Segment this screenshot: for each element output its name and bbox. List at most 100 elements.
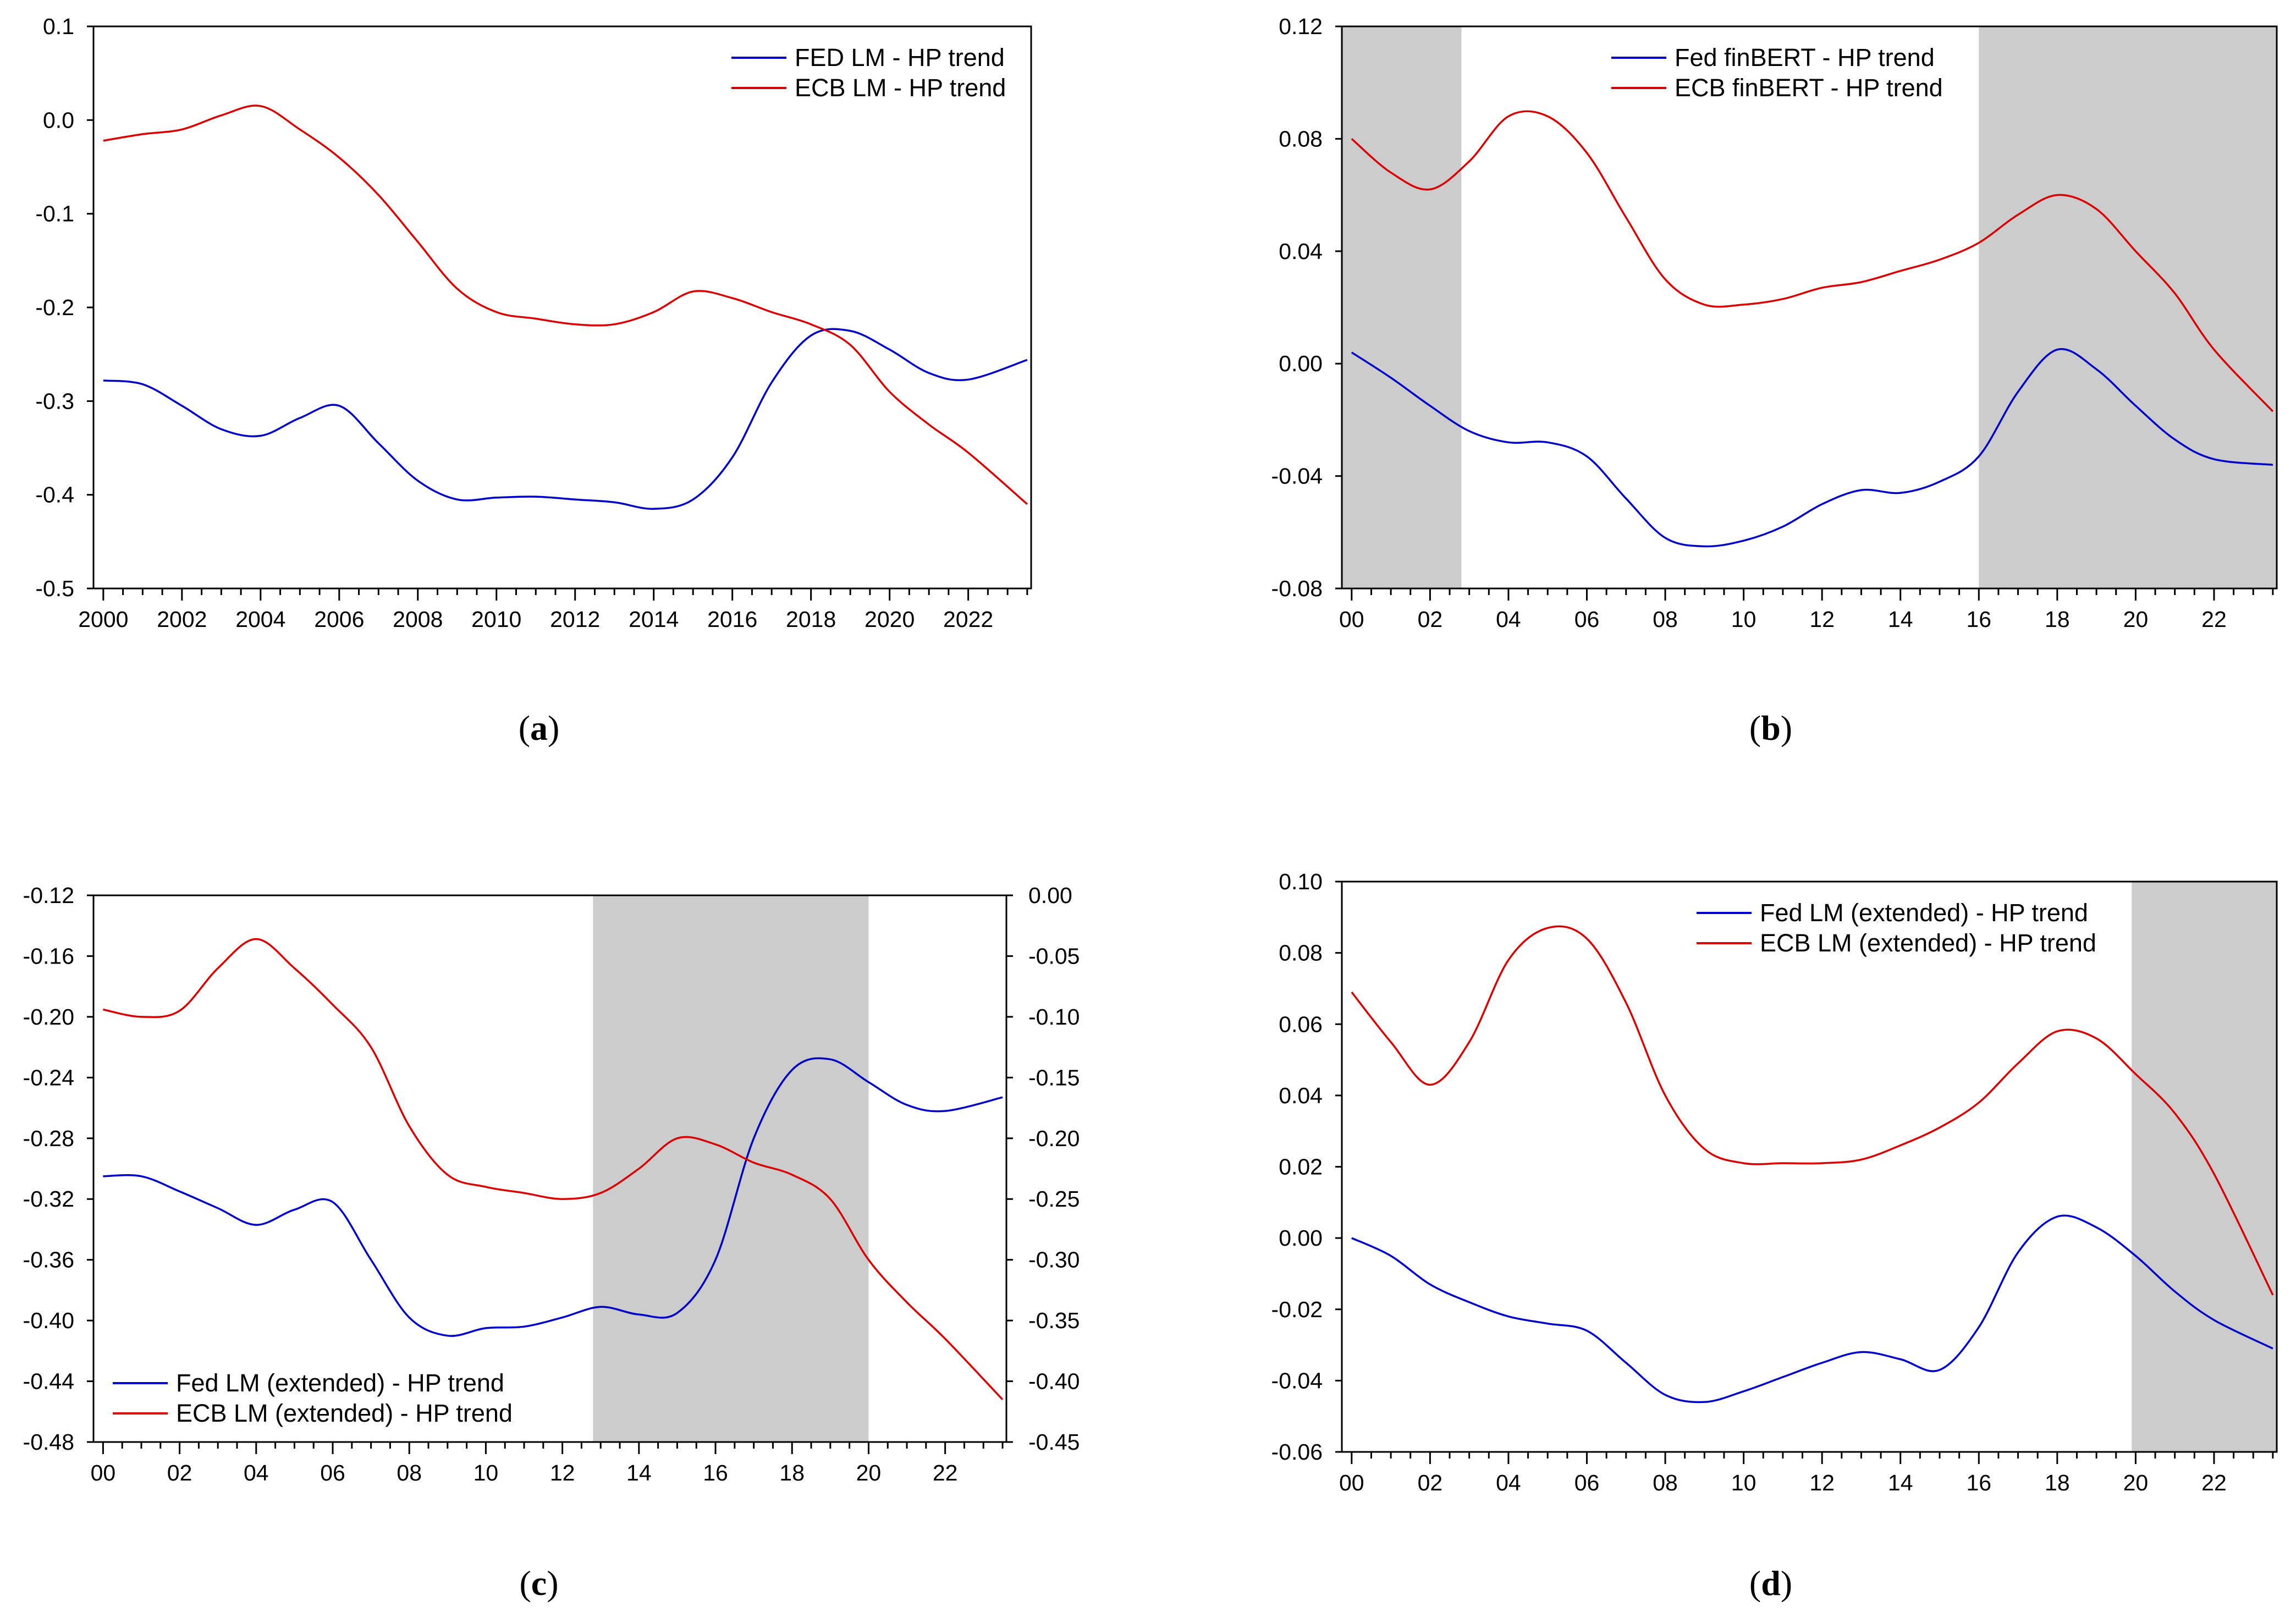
caption-paren: ) bbox=[1781, 708, 1792, 747]
shaded-period bbox=[1979, 26, 2277, 588]
x-tick-label: 10 bbox=[473, 1460, 499, 1485]
y-tick-label: 0.02 bbox=[1279, 1154, 1323, 1180]
y-tick-label: -0.4 bbox=[35, 482, 74, 508]
panel-caption: (b) bbox=[1749, 708, 1792, 747]
y-tick-label: -0.24 bbox=[23, 1065, 74, 1090]
chart-panel-d: 0.10 0.08 0.06 0.04 0.02 0.00 -0.02 -0.04 -0.06 0… bbox=[1271, 869, 2278, 1603]
chart-panel-c: -0.12 -0.16 -0.20 -0.24 -0.28 -0.32 -0.36 -0.40… bbox=[23, 883, 1080, 1603]
x-tick-label: 20 bbox=[856, 1460, 882, 1485]
x-tick-label: 2014 bbox=[629, 607, 679, 632]
y-tick-label: -0.2 bbox=[35, 295, 74, 320]
x-tick-label: 02 bbox=[1418, 1470, 1443, 1495]
y-tick-label: 0.0 bbox=[43, 107, 74, 133]
x-tick-label: 02 bbox=[1418, 607, 1443, 632]
legend-label: FED LM - HP trend bbox=[795, 43, 1005, 71]
x-tick-label: 2022 bbox=[943, 607, 993, 632]
x-tick-label: 18 bbox=[2045, 1470, 2070, 1495]
legend-label: ECB LM (extended) - HP trend bbox=[176, 1399, 513, 1427]
y-tick-label: -0.1 bbox=[35, 201, 74, 227]
y-tick-label: -0.16 bbox=[23, 943, 74, 968]
x-tick-label: 08 bbox=[1653, 607, 1678, 632]
series-line bbox=[1351, 925, 2274, 1296]
caption-paren: ( bbox=[1749, 1564, 1761, 1603]
x-tick-label: 16 bbox=[1966, 1470, 1991, 1495]
caption-paren: ( bbox=[519, 708, 530, 747]
series-line bbox=[1351, 348, 2273, 548]
x-tick-label: 2020 bbox=[865, 607, 915, 632]
y-tick-label: -0.40 bbox=[23, 1308, 74, 1333]
x-tick-label: 10 bbox=[1731, 607, 1757, 632]
x-tick-label: 06 bbox=[1574, 607, 1600, 632]
caption-letter: a bbox=[530, 708, 548, 747]
shaded-period bbox=[593, 895, 869, 1442]
x-tick-label: 00 bbox=[1339, 607, 1364, 632]
caption-letter: d bbox=[1761, 1564, 1781, 1603]
y-tick-label-right: -0.40 bbox=[1028, 1369, 1080, 1394]
plot-frame bbox=[1341, 25, 2278, 590]
caption-paren: ) bbox=[547, 1564, 558, 1603]
y-tick-label: -0.08 bbox=[1271, 576, 1323, 601]
y-tick-label: 0.06 bbox=[1279, 1011, 1323, 1037]
x-tick-label: 20 bbox=[2123, 607, 2149, 632]
legend-label: Fed LM (extended) - HP trend bbox=[176, 1369, 504, 1397]
series-line bbox=[103, 1057, 1003, 1337]
y-tick-label-right: 0.00 bbox=[1028, 883, 1072, 908]
plot-frame bbox=[92, 894, 1007, 1443]
shaded-period bbox=[1342, 26, 1462, 588]
x-tick-label: 04 bbox=[244, 1460, 269, 1485]
y-tick-label: -0.04 bbox=[1271, 1368, 1323, 1393]
series-line bbox=[1351, 1214, 2273, 1404]
x-tick-label: 16 bbox=[1966, 607, 1991, 632]
x-tick-label: 20 bbox=[2123, 1470, 2149, 1495]
legend-label: ECB LM (extended) - HP trend bbox=[1760, 929, 2096, 957]
x-tick-label: 2008 bbox=[393, 607, 443, 632]
x-tick-label: 18 bbox=[2045, 607, 2070, 632]
y-tick-label: -0.48 bbox=[23, 1429, 74, 1455]
series-line bbox=[103, 104, 1028, 505]
x-tick-label: 22 bbox=[2201, 1470, 2227, 1495]
y-tick-label-right: -0.35 bbox=[1028, 1308, 1080, 1333]
y-tick-label: 0.00 bbox=[1279, 1225, 1323, 1251]
y-tick-label: -0.20 bbox=[23, 1004, 74, 1030]
series-line bbox=[1351, 110, 2274, 412]
legend-label: Fed LM (extended) - HP trend bbox=[1760, 899, 2088, 927]
caption-paren: ( bbox=[1749, 708, 1761, 747]
y-tick-label: -0.12 bbox=[23, 883, 74, 908]
y-tick-label: -0.04 bbox=[1271, 464, 1323, 489]
y-tick-label: 0.04 bbox=[1279, 1083, 1323, 1108]
panel-caption: (d) bbox=[1749, 1564, 1792, 1603]
panel-caption: (c) bbox=[519, 1564, 558, 1603]
y-tick-label: 0.04 bbox=[1279, 239, 1323, 264]
x-tick-label: 2016 bbox=[707, 607, 757, 632]
y-tick-label-right: -0.20 bbox=[1028, 1126, 1080, 1151]
legend-label: ECB finBERT - HP trend bbox=[1675, 74, 1943, 102]
y-tick-label: 0.1 bbox=[43, 14, 74, 39]
legend-label: Fed finBERT - HP trend bbox=[1675, 43, 1935, 71]
x-tick-label: 2012 bbox=[550, 607, 600, 632]
y-tick-label: 0.00 bbox=[1279, 351, 1323, 376]
legend: Fed finBERT - HP trend ECB finBERT - HP t… bbox=[1611, 43, 1943, 102]
x-tick-label: 00 bbox=[91, 1460, 116, 1485]
x-tick-label: 2010 bbox=[471, 607, 521, 632]
y-tick-label: 0.10 bbox=[1279, 869, 1323, 894]
y-tick-label-right: -0.45 bbox=[1028, 1429, 1080, 1455]
x-tick-label: 04 bbox=[1496, 1470, 1521, 1495]
series-line bbox=[103, 938, 1004, 1400]
x-tick-label: 08 bbox=[1653, 1470, 1678, 1495]
x-tick-label: 2006 bbox=[314, 607, 364, 632]
x-tick-label: 16 bbox=[703, 1460, 728, 1485]
x-tick-label: 04 bbox=[1496, 607, 1521, 632]
x-tick-label: 18 bbox=[779, 1460, 805, 1485]
caption-paren: ) bbox=[548, 708, 559, 747]
y-tick-label: -0.36 bbox=[23, 1247, 74, 1273]
x-tick-label: 22 bbox=[2201, 607, 2227, 632]
x-tick-label: 14 bbox=[1888, 607, 1913, 632]
y-tick-label: -0.28 bbox=[23, 1126, 74, 1151]
x-tick-label: 14 bbox=[1888, 1470, 1913, 1495]
y-tick-label: -0.32 bbox=[23, 1186, 74, 1212]
y-tick-label-right: -0.25 bbox=[1028, 1186, 1080, 1212]
